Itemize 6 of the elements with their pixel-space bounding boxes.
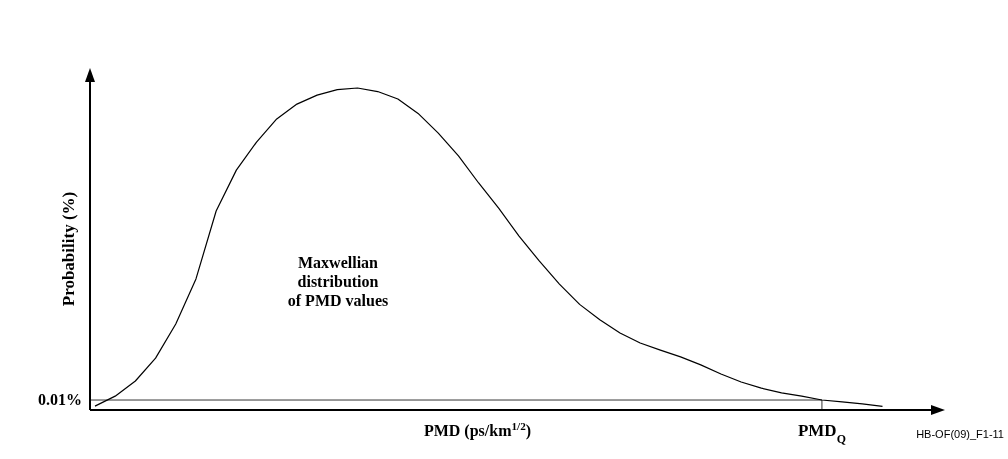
text: 0.01% (38, 391, 82, 409)
annotation: PMD$_{Q}$ (797, 421, 846, 446)
text: HB-OF(09)_F1-11 (916, 428, 1004, 440)
annotation: Maxwellian distribution of PMD values (287, 254, 389, 309)
x-axis-title: PMD (ps/km$^{1/2}$) (423, 420, 532, 440)
y-axis-title: Probability (%) (59, 191, 78, 307)
